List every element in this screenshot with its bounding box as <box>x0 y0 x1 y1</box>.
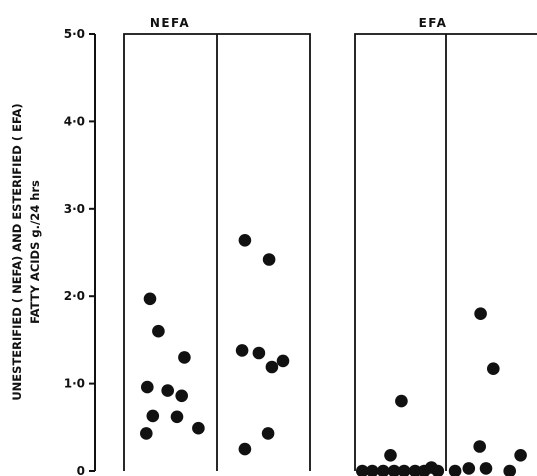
data-point-efa-group1-2 <box>356 464 369 476</box>
y-tick-label: 5·0 <box>64 27 85 41</box>
panel-efa: EFA <box>354 16 537 476</box>
data-point-nefa-group1-1 <box>152 324 165 338</box>
data-points-efa <box>356 307 527 476</box>
y-tick-label: 0 <box>77 464 85 476</box>
y-axis: 0 1·0 2·0 3·0 4·0 5·0 <box>64 27 96 476</box>
data-point-efa-group2-2 <box>473 440 487 453</box>
data-point-efa-group2-0 <box>474 307 487 321</box>
data-point-nefa-group1-8 <box>192 421 205 435</box>
data-point-efa-group2-1 <box>487 362 500 376</box>
panel-nefa: NEFA <box>123 16 311 471</box>
data-point-nefa-group2-5 <box>276 354 290 368</box>
data-point-efa-group1-0 <box>395 394 408 408</box>
y-axis-label-line1: UNESTERIFIED ( NEFA) AND ESTERIFIED ( EF… <box>10 103 24 400</box>
data-point-nefa-group2-7 <box>238 442 252 456</box>
y-tick-label: 1·0 <box>64 377 85 391</box>
data-point-efa-group2-3 <box>514 449 527 462</box>
data-point-nefa-group2-1 <box>262 253 276 266</box>
data-point-nefa-group1-3 <box>161 384 174 397</box>
data-point-efa-group2-5 <box>462 462 476 475</box>
data-point-nefa-group1-5 <box>175 389 188 403</box>
data-point-nefa-group1-4 <box>178 351 191 364</box>
panel-title-nefa: NEFA <box>150 16 190 30</box>
data-point-nefa-group2-4 <box>265 360 279 374</box>
data-point-efa-group1-10 <box>431 464 445 476</box>
y-axis-label-line2: FATTY ACIDS g./24 hrs <box>28 180 42 324</box>
data-point-nefa-group1-6 <box>146 409 160 423</box>
panel-title-efa: EFA <box>419 16 448 30</box>
data-point-efa-group1-6 <box>397 464 411 476</box>
data-point-efa-group2-4 <box>448 464 462 476</box>
data-point-nefa-group2-2 <box>235 344 249 357</box>
data-points-nefa <box>140 234 290 456</box>
y-axis-ticks: 0 1·0 2·0 3·0 4·0 5·0 <box>64 27 95 476</box>
data-point-nefa-group1-2 <box>141 380 154 394</box>
data-point-nefa-group2-3 <box>252 346 266 360</box>
data-point-nefa-group1-0 <box>143 292 157 306</box>
panel-frame-efa <box>354 33 537 471</box>
y-tick-label: 2·0 <box>64 289 85 303</box>
data-point-efa-group2-7 <box>503 464 516 476</box>
data-point-nefa-group2-0 <box>238 234 252 247</box>
data-point-efa-group1-7 <box>408 464 422 476</box>
data-point-nefa-group2-6 <box>261 427 275 440</box>
data-point-nefa-group1-7 <box>170 410 184 424</box>
data-point-efa-group1-3 <box>366 464 379 476</box>
y-tick-label: 3·0 <box>64 202 85 216</box>
data-point-efa-group1-1 <box>384 449 397 462</box>
data-point-efa-group1-5 <box>387 464 401 476</box>
data-point-efa-group2-6 <box>479 462 493 475</box>
data-point-efa-group1-4 <box>376 464 390 476</box>
y-axis-label: UNESTERIFIED ( NEFA) AND ESTERIFIED ( EF… <box>10 103 42 400</box>
y-tick-label: 4·0 <box>64 114 85 128</box>
data-point-nefa-group1-9 <box>140 427 153 440</box>
